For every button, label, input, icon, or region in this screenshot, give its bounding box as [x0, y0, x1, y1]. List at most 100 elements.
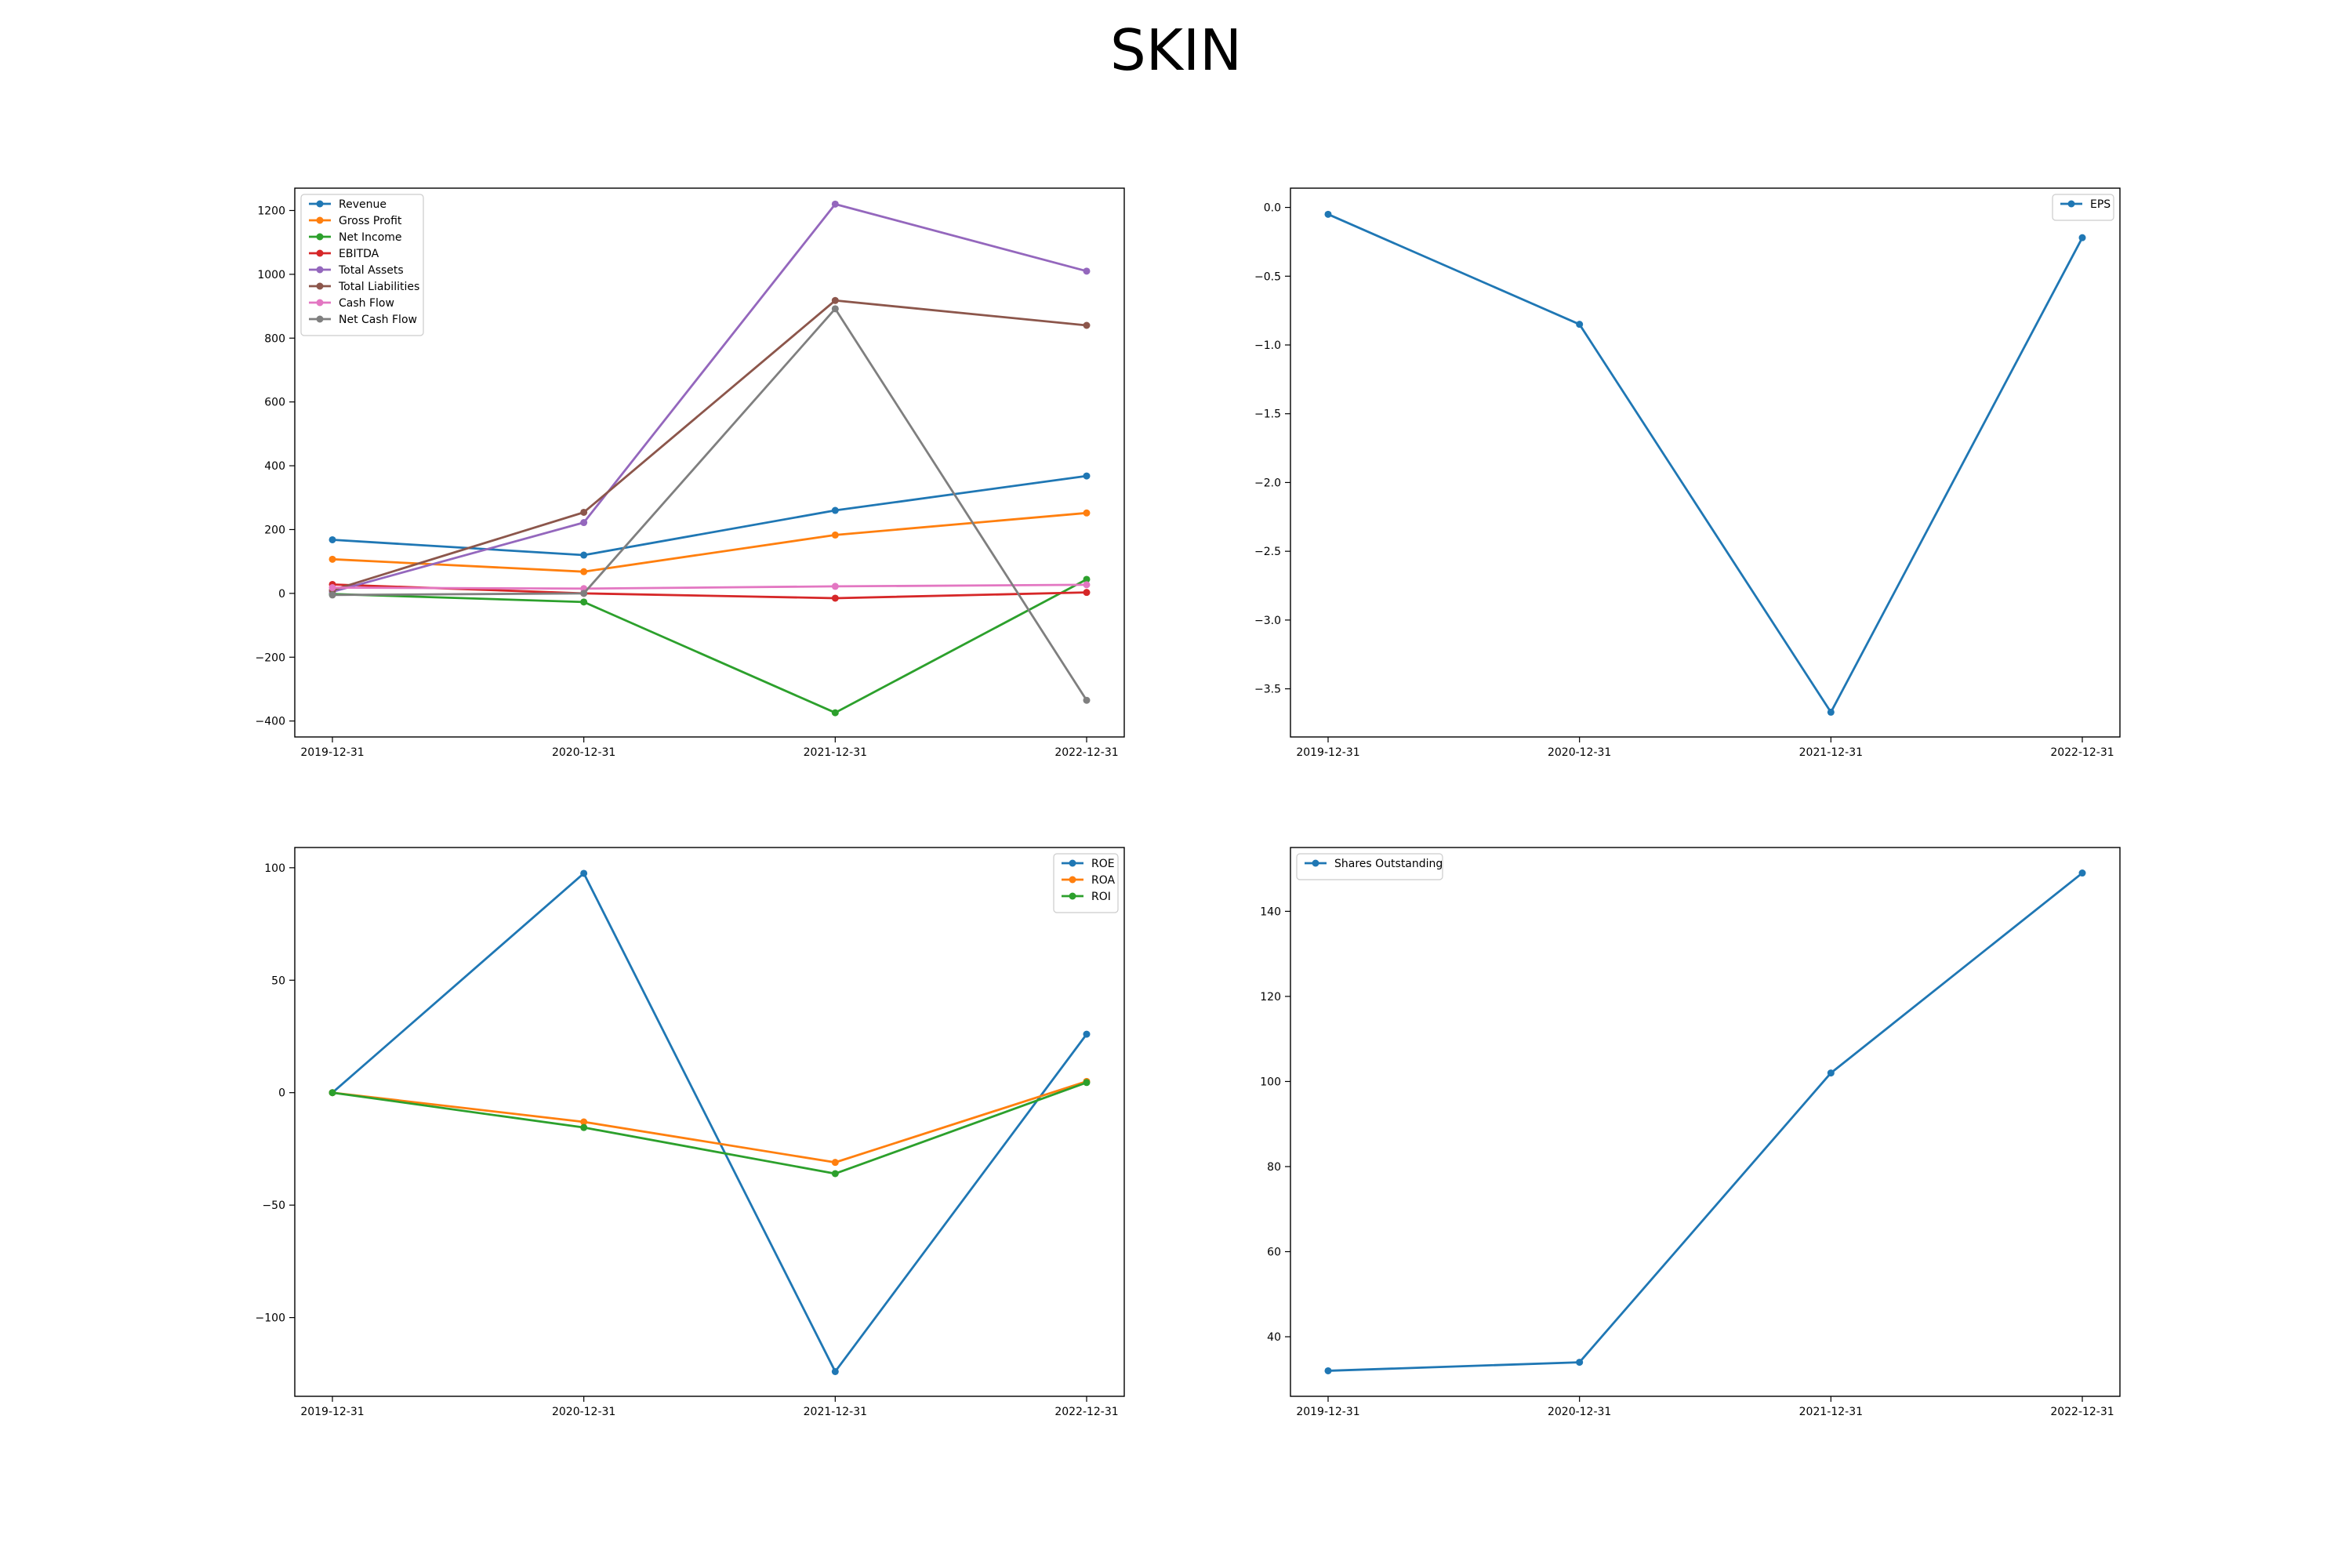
x-tick-label: 2020-12-31	[1548, 746, 1611, 759]
series-line-total-liabilities	[332, 299, 1087, 592]
y-tick-label: 200	[264, 524, 285, 536]
series-line-cash-flow	[332, 583, 1087, 590]
legend-box	[2052, 194, 2114, 221]
data-point	[328, 1089, 336, 1097]
y-tick-label: 0	[278, 588, 285, 601]
data-point	[2078, 234, 2086, 241]
data-point	[831, 305, 839, 313]
data-point	[1083, 589, 1091, 597]
legend-marker	[316, 200, 324, 208]
data-point	[1083, 267, 1091, 275]
legend-label: ROE	[1091, 858, 1115, 870]
y-tick-label: −50	[262, 1200, 285, 1212]
legend-label: Cash Flow	[339, 297, 394, 310]
data-point	[328, 535, 336, 543]
data-point	[1083, 1030, 1091, 1038]
y-tick-label: 100	[1260, 1076, 1281, 1088]
x-tick-label: 2021-12-31	[804, 1406, 867, 1418]
x-tick-label: 2020-12-31	[552, 1406, 615, 1418]
data-point	[328, 555, 336, 563]
series-line-shares-outstanding	[1327, 872, 2083, 1372]
legend-label: ROI	[1091, 891, 1111, 903]
data-point	[831, 709, 839, 717]
y-tick-label: 40	[1267, 1331, 1281, 1344]
x-tick-label: 2019-12-31	[1296, 746, 1359, 759]
y-tick-label: 0.0	[1264, 202, 1281, 215]
data-point	[1083, 575, 1091, 583]
data-point	[1083, 581, 1091, 589]
x-tick-label: 2022-12-31	[1054, 1406, 1118, 1418]
data-point	[831, 594, 839, 602]
y-tick-label: −100	[256, 1312, 285, 1325]
legend-marker	[1069, 859, 1076, 867]
x-tick-label: 2019-12-31	[300, 1406, 364, 1418]
data-point	[831, 583, 839, 590]
data-point	[831, 296, 839, 304]
data-point	[831, 506, 839, 514]
legend: ROE ROA ROI	[1053, 853, 1119, 913]
data-point	[580, 590, 588, 597]
y-tick-label: −0.5	[1254, 270, 1281, 283]
data-point	[580, 598, 588, 606]
x-tick-label: 2020-12-31	[552, 746, 615, 759]
x-tick-label: 2022-12-31	[2050, 746, 2114, 759]
y-tick-label: 100	[264, 862, 285, 875]
series-line-net-income	[332, 578, 1087, 714]
y-tick-label: 80	[1267, 1161, 1281, 1174]
x-tick-label: 2021-12-31	[1799, 746, 1863, 759]
legend-marker	[316, 299, 324, 307]
legend-marker	[316, 315, 324, 323]
legend-marker	[316, 249, 324, 257]
legend-label: Gross Profit	[339, 215, 402, 227]
axes-frame	[294, 187, 1125, 738]
x-tick-label: 2019-12-31	[300, 746, 364, 759]
data-point	[831, 1159, 839, 1167]
legend-label: ROA	[1091, 874, 1116, 887]
legend-label: Revenue	[339, 198, 387, 211]
legend-marker	[1069, 876, 1076, 884]
data-point	[1324, 210, 1332, 218]
data-point	[2078, 869, 2086, 877]
y-tick-label: −1.0	[1254, 339, 1281, 352]
y-tick-label: 140	[1260, 906, 1281, 918]
data-point	[328, 584, 336, 592]
data-point	[1324, 1367, 1332, 1374]
data-point	[1576, 1359, 1584, 1367]
data-point	[580, 568, 588, 575]
y-tick-label: 0	[278, 1087, 285, 1100]
x-tick-label: 2019-12-31	[1296, 1406, 1359, 1418]
x-tick-label: 2021-12-31	[804, 746, 867, 759]
legend-label: Total Liabilities	[338, 281, 419, 293]
data-point	[580, 1123, 588, 1131]
data-point	[580, 869, 588, 877]
legend-label: EBITDA	[339, 248, 379, 260]
axes-frame	[1290, 187, 2121, 738]
x-tick-label: 2022-12-31	[1054, 746, 1118, 759]
data-point	[831, 531, 839, 539]
series-line-revenue	[332, 474, 1087, 557]
data-point	[580, 508, 588, 516]
y-tick-label: −400	[256, 716, 285, 728]
data-point	[328, 591, 336, 599]
series-line-net-cash-flow	[332, 307, 1088, 701]
y-tick-label: 60	[1267, 1247, 1281, 1259]
series-line-gross-profit	[332, 511, 1087, 573]
legend-box	[1296, 853, 1443, 880]
y-tick-label: 1000	[257, 269, 285, 281]
series-line-roa	[332, 1080, 1087, 1164]
y-tick-label: 800	[264, 332, 285, 345]
series-line-roe	[332, 872, 1088, 1373]
panel-financials: −400 −200 0 200 400 600 800 1000 1200 2019-12-31 2…	[256, 187, 1125, 759]
legend-label: Total Assets	[338, 264, 404, 277]
legend-marker	[2067, 200, 2075, 208]
series-line-roi	[332, 1081, 1087, 1175]
panel-shares-outstanding: 40 60 80 100 120 140 2019-12-31 2020-12-31 2021-…	[1260, 847, 2121, 1418]
legend: Shares Outstanding	[1296, 853, 1443, 880]
y-tick-label: −3.5	[1254, 684, 1281, 696]
data-point	[831, 200, 839, 208]
x-tick-label: 2020-12-31	[1548, 1406, 1611, 1418]
y-tick-label: −200	[256, 652, 285, 664]
data-point	[580, 551, 588, 559]
legend: EPS	[2052, 194, 2114, 221]
data-point	[831, 1367, 839, 1375]
